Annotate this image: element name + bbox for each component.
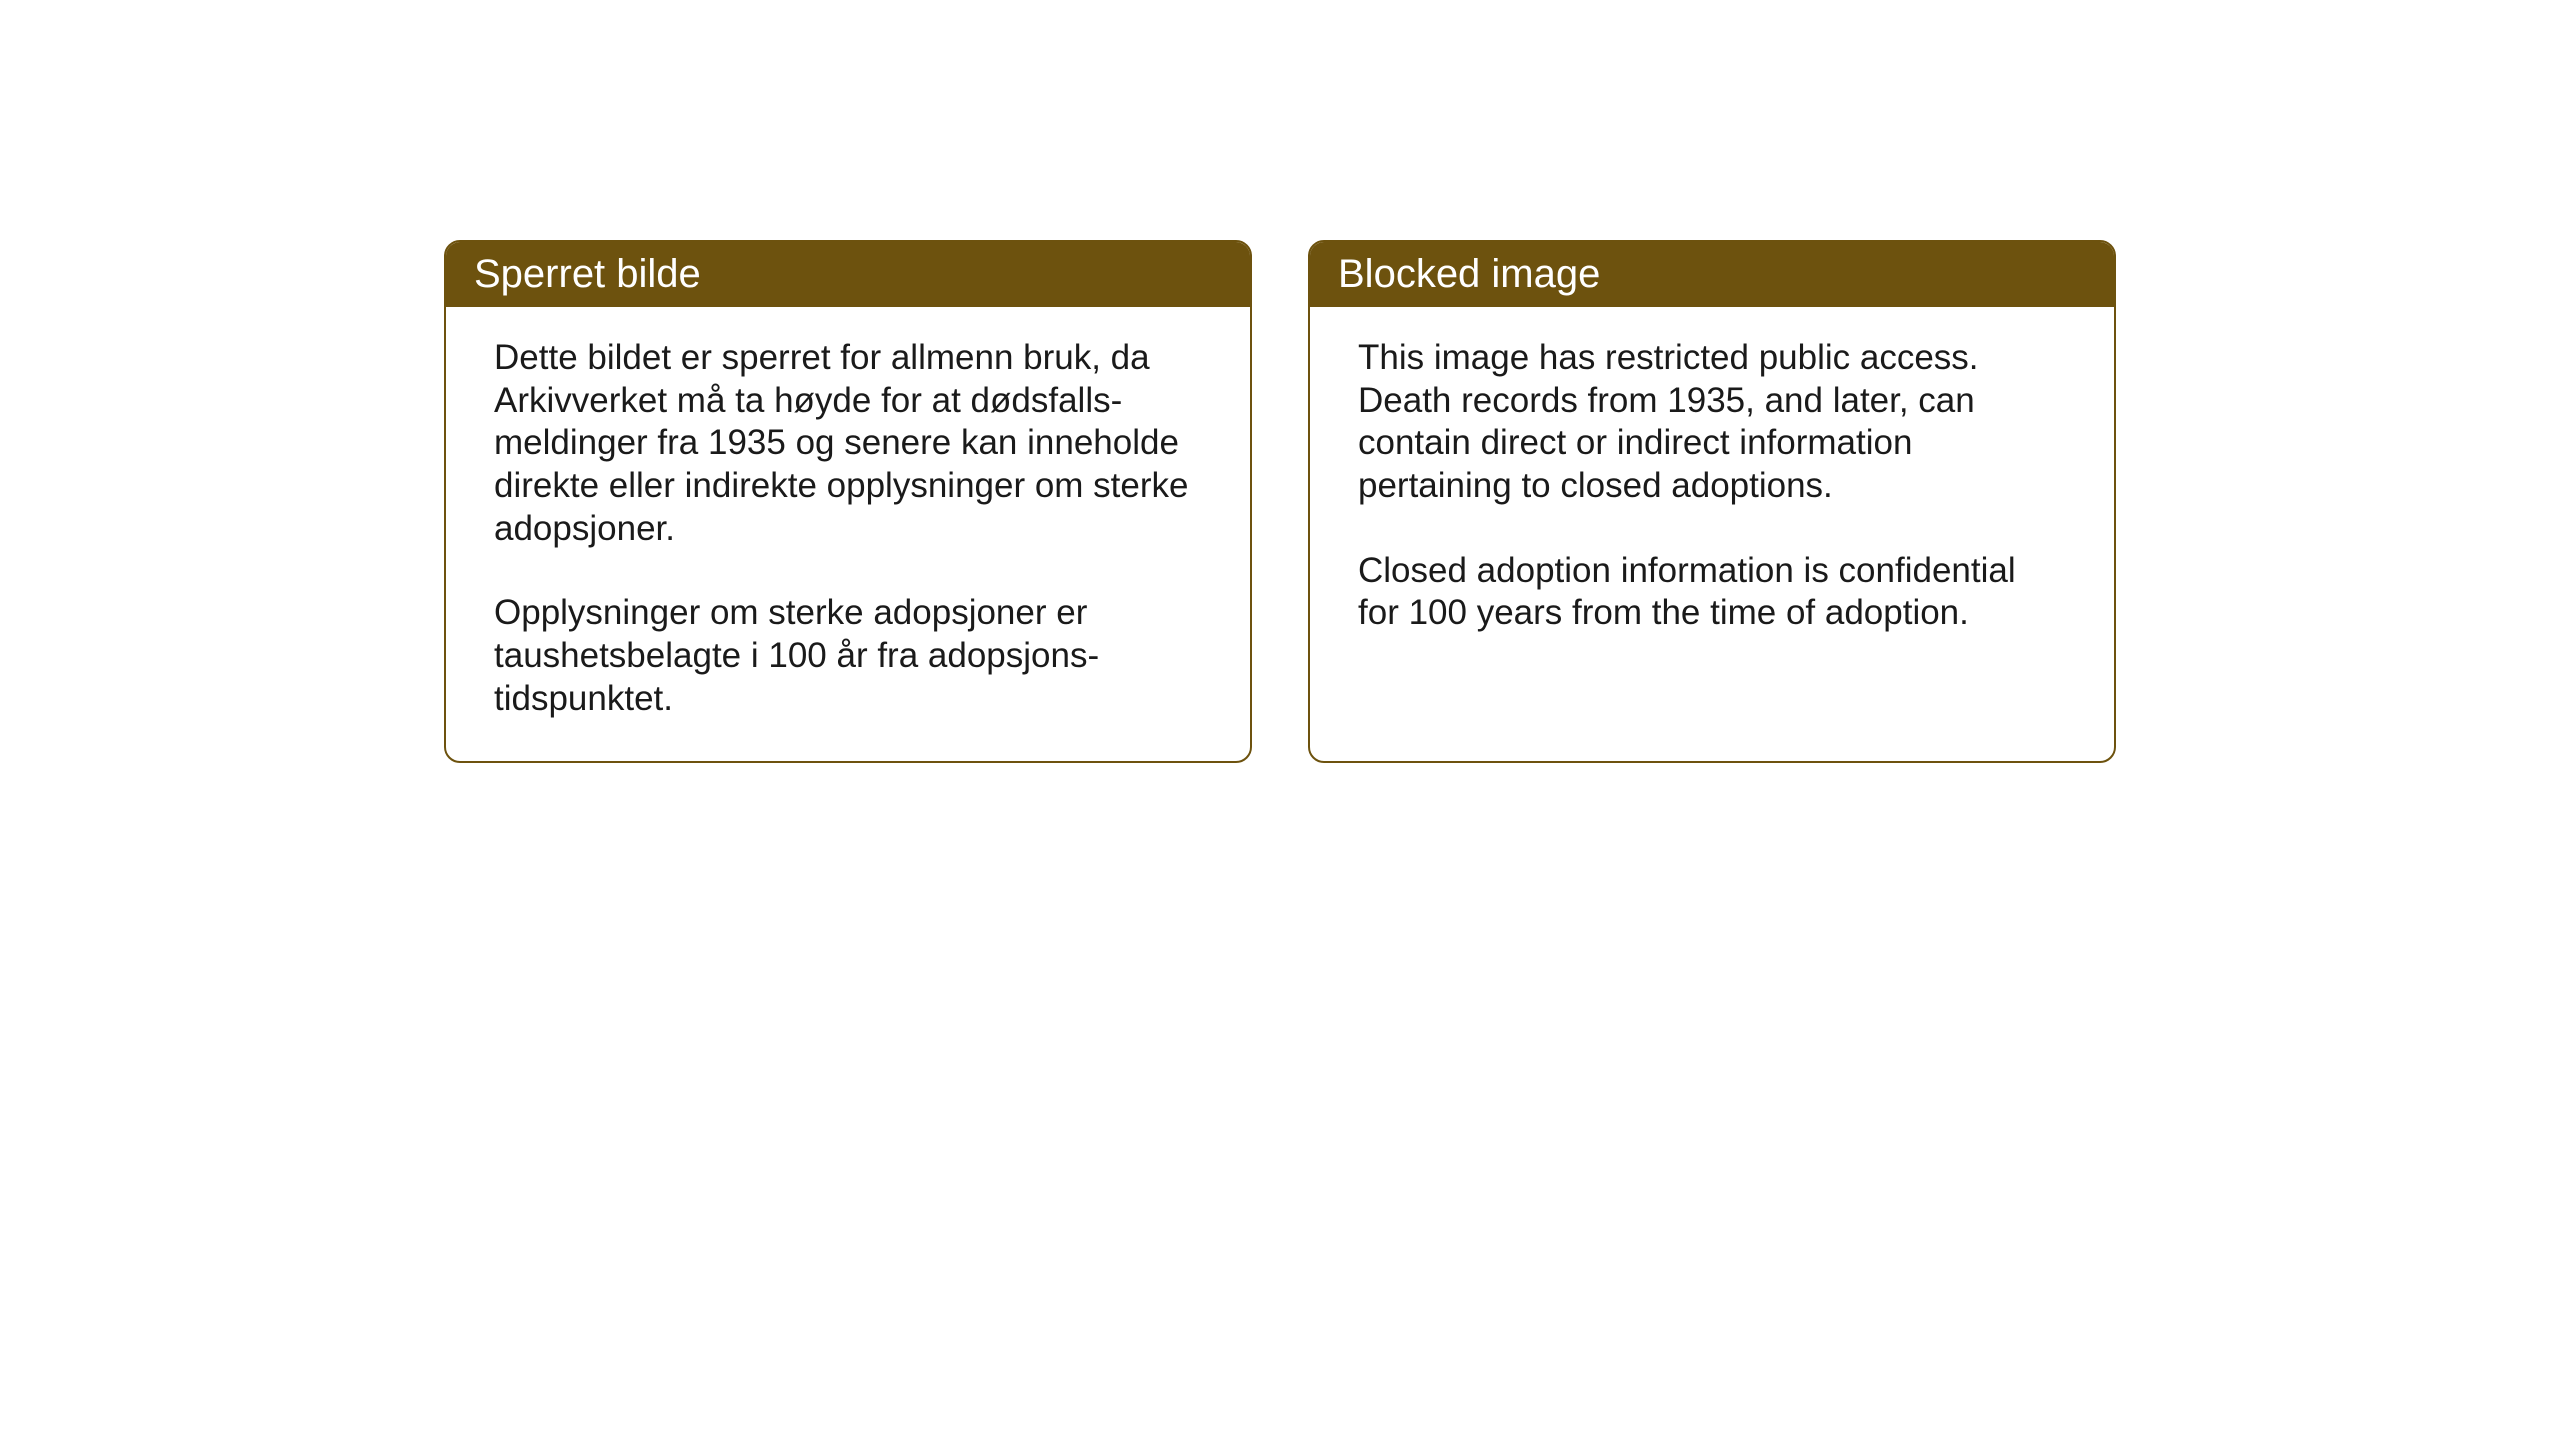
english-paragraph-2: Closed adoption information is confident… (1358, 550, 2066, 635)
notice-container: Sperret bilde Dette bildet er sperret fo… (444, 240, 2116, 763)
english-notice-box: Blocked image This image has restricted … (1308, 240, 2116, 763)
english-notice-body: This image has restricted public access.… (1310, 307, 2114, 747)
norwegian-paragraph-2: Opplysninger om sterke adopsjoner er tau… (494, 592, 1202, 720)
norwegian-notice-body: Dette bildet er sperret for allmenn bruk… (446, 307, 1250, 761)
norwegian-notice-box: Sperret bilde Dette bildet er sperret fo… (444, 240, 1252, 763)
norwegian-notice-title: Sperret bilde (474, 252, 1222, 297)
english-paragraph-1: This image has restricted public access.… (1358, 337, 2066, 508)
norwegian-notice-header: Sperret bilde (446, 242, 1250, 307)
english-notice-title: Blocked image (1338, 252, 2086, 297)
norwegian-paragraph-1: Dette bildet er sperret for allmenn bruk… (494, 337, 1202, 550)
english-notice-header: Blocked image (1310, 242, 2114, 307)
